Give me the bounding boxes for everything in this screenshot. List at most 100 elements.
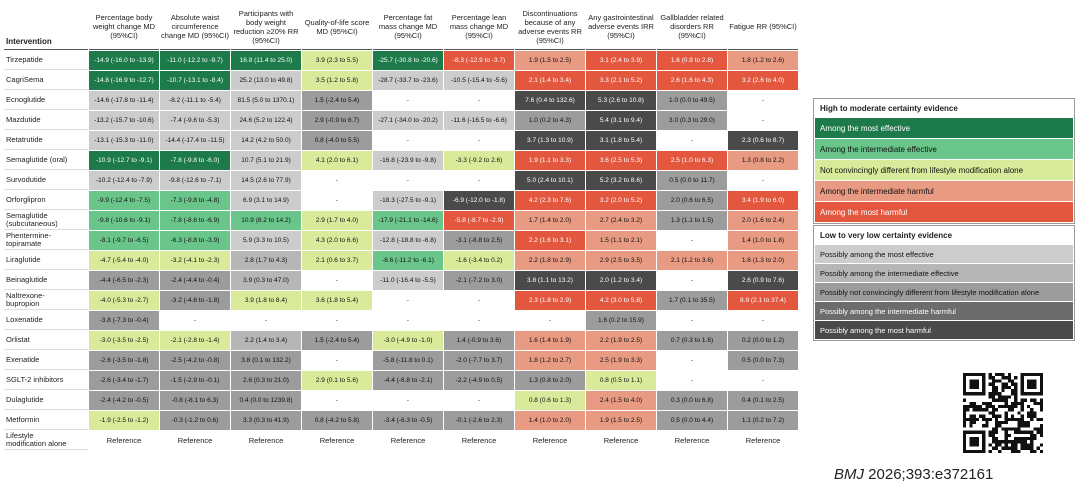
table-cell: -0.8 (-8.1 to 6.3) <box>160 391 230 410</box>
legend-low-certainty: Low to very low certainty evidence Possi… <box>813 225 1075 341</box>
table-cell: -13.2 (-15.7 to -10.6) <box>89 111 159 130</box>
column-header: Any gastrointestinal adverse events IRR … <box>586 4 656 50</box>
table-cell: 1.4 (1.0 to 2.0) <box>515 411 585 430</box>
table-cell: -17.9 (-21.1 to -14.6) <box>373 211 443 230</box>
table-cell: 3.4 (1.9 to 6.0) <box>728 191 798 210</box>
table-cell: -2.2 (-4.9 to 0.5) <box>444 371 514 390</box>
table-cell: 0.5 (0.0 to 11.7) <box>657 171 727 190</box>
row-label: Orlistat <box>4 331 88 350</box>
table-cell: -2.6 (-3.4 to -1.7) <box>89 371 159 390</box>
table-cell: -8.6 (-11.2 to -6.1) <box>373 251 443 270</box>
table-cell: - <box>444 171 514 190</box>
row-label: Semaglutide (subcutaneous) <box>4 211 88 230</box>
table-cell: 2.6 (1.6 to 4.3) <box>657 71 727 90</box>
table-cell: - <box>302 311 372 330</box>
table-cell: 2.2 (1.6 to 3.1) <box>515 231 585 250</box>
table-cell: -3.2 (-4.6 to -1.8) <box>160 291 230 310</box>
table-cell: -0.3 (-1.2 to 0.6) <box>160 411 230 430</box>
table-cell: 1.4 (1.0 to 1.8) <box>728 231 798 250</box>
row-label: Mazdutide <box>4 111 88 130</box>
qr-code-icon <box>963 373 1043 453</box>
table-cell: -9.8 (-10.6 to -9.1) <box>89 211 159 230</box>
legend-high-certainty: High to moderate certainty evidence Amon… <box>813 98 1075 224</box>
table-cell: - <box>373 131 443 150</box>
row-label: Retatrutide <box>4 131 88 150</box>
table-cell: -5.8 (-11.8 to 0.1) <box>373 351 443 370</box>
table-cell: -11.6 (-16.5 to -6.6) <box>444 111 514 130</box>
table-cell: -1.6 (-3.4 to 0.2) <box>444 251 514 270</box>
table-cell: 2.9 (0.1 to 5.6) <box>302 371 372 390</box>
table-cell: 3.8 (1.1 to 13.2) <box>515 271 585 290</box>
table-cell: 2.7 (2.4 to 3.2) <box>586 211 656 230</box>
table-cell: 0.4 (0.1 to 2.5) <box>728 391 798 410</box>
table-cell: 5.3 (2.6 to 10.8) <box>586 91 656 110</box>
table-cell: -4.4 (-6.5 to -2.3) <box>89 271 159 290</box>
table-cell: 2.8 (1.7 to 4.3) <box>231 251 301 270</box>
table-cell: -8.1 (-9.7 to -6.5) <box>89 231 159 250</box>
table-cell: 1.9 (1.5 to 2.5) <box>586 411 656 430</box>
table-cell: 3.3 (2.1 to 5.2) <box>586 71 656 90</box>
legend-item: Possibly not convincingly different from… <box>815 283 1073 301</box>
table-cell: 1.5 (-2.4 to 5.4) <box>302 91 372 110</box>
table-cell: - <box>444 131 514 150</box>
table-cell: 3.3 (0.3 to 41.9) <box>231 411 301 430</box>
table-cell: 2.1 (1.4 to 3.4) <box>515 71 585 90</box>
table-cell: -9.9 (-12.4 to -7.5) <box>89 191 159 210</box>
table-cell: 24.6 (5.2 to 122.4) <box>231 111 301 130</box>
table-cell: - <box>373 171 443 190</box>
table-cell: - <box>302 271 372 290</box>
table-cell: 3.6 (1.8 to 5.4) <box>302 291 372 310</box>
row-label: Semaglutide (oral) <box>4 151 88 170</box>
table-cell: 3.9 (1.8 to 8.4) <box>231 291 301 310</box>
row-label: Dulaglutide <box>4 391 88 410</box>
table-cell: 2.5 (1.9 to 3.3) <box>586 351 656 370</box>
table-cell: - <box>657 351 727 370</box>
table-cell: Reference <box>532 436 568 445</box>
column-header: Discontinuations because of any adverse … <box>515 4 585 50</box>
table-cell: - <box>373 291 443 310</box>
table-cell: - <box>728 171 798 190</box>
table-cell: -2.1 (-2.8 to -1.4) <box>160 331 230 350</box>
table-cell: - <box>444 391 514 410</box>
table-cell: 3.7 (1.3 to 10.9) <box>515 131 585 150</box>
table-cell: -8.2 (-11.1 to -5.4) <box>160 91 230 110</box>
table-cell: 1.4 (-0.9 to 3.6) <box>444 331 514 350</box>
table-cell: - <box>657 231 727 250</box>
table-cell: 10.7 (5.1 to 21.9) <box>231 151 301 170</box>
table-cell: -2.4 (-4.2 to -0.5) <box>89 391 159 410</box>
table-cell: -14.8 (-16.9 to -12.7) <box>89 71 159 90</box>
table-cell: 1.5 (1.1 to 2.1) <box>586 231 656 250</box>
legend-item: Among the most harmful <box>815 202 1073 222</box>
table-cell: - <box>444 91 514 110</box>
table-cell: -2.1 (-7.2 to 3.0) <box>444 271 514 290</box>
row-label: Beinaglutide <box>4 271 88 290</box>
table-cell: -10.7 (-13.1 to -8.4) <box>160 71 230 90</box>
table-cell: 10.9 (8.2 to 14.2) <box>231 211 301 230</box>
row-label: Exenatide <box>4 351 88 370</box>
legend-items: Possibly among the most effective Possibl… <box>815 245 1073 339</box>
table-cell: -27.1 (-34.0 to -20.2) <box>373 111 443 130</box>
table-cell: - <box>657 371 727 390</box>
table-cell: -10.2 (-12.4 to -7.9) <box>89 171 159 190</box>
table-cell: -6.9 (-12.0 to -1.8) <box>444 191 514 210</box>
table-cell: 3.6 (2.5 to 5.3) <box>586 151 656 170</box>
table-cell: -3.4 (-6.3 to -0.5) <box>373 411 443 430</box>
table-cell: 2.3 (1.8 to 2.9) <box>515 291 585 310</box>
table-cell: -2.4 (-4.4 to -0.4) <box>160 271 230 290</box>
table-cell: -4.4 (-6.8 to -2.1) <box>373 371 443 390</box>
table-cell: -5.8 (-8.7 to -2.9) <box>444 211 514 230</box>
row-label: Naltrexone- bupropion <box>4 291 88 310</box>
table-cell: -7.3 (-9.8 to -4.8) <box>160 191 230 210</box>
table-cell: 1.6 (0.9 to 2.8) <box>657 51 727 70</box>
citation-ref: 2026;393:e372161 <box>864 466 994 483</box>
legend-title: Low to very low certainty evidence <box>820 231 953 240</box>
table-cell: - <box>231 311 301 330</box>
column-header: Percentage fat mass change MD (95%CI) <box>373 4 443 50</box>
row-label: CagriSema <box>4 71 88 90</box>
table-cell: 5.4 (3.1 to 9.4) <box>586 111 656 130</box>
table-cell: 3.1 (2.4 to 3.9) <box>586 51 656 70</box>
table-cell: -3.8 (-7.3 to -0.4) <box>89 311 159 330</box>
table-cell: 8.9 (2.1 to 37.4) <box>728 291 798 310</box>
table-cell: -2.0 (-7.7 to 3.7) <box>444 351 514 370</box>
table-cell: 2.2 (1.9 to 2.5) <box>586 331 656 350</box>
